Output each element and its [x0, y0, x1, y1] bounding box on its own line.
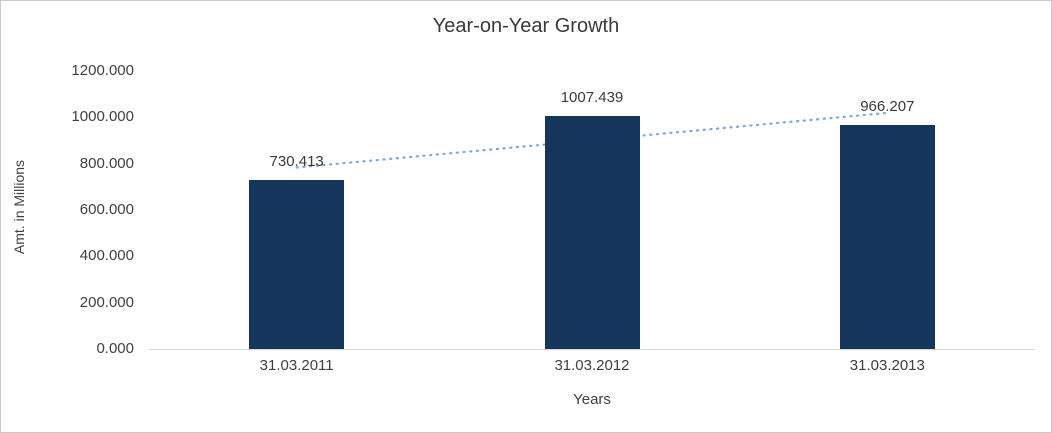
y-tick-label: 400.000 [79, 247, 134, 265]
bar-data-label: 730.413 [269, 152, 324, 170]
x-axis-line [149, 349, 1035, 350]
y-tick-label: 600.000 [79, 201, 134, 218]
y-tick-label: 0.000 [96, 340, 134, 357]
chart-title: Year-on-Year Growth [432, 15, 620, 37]
y-tick-label: 1000.000 [71, 108, 134, 126]
x-tick-label: 31.03.2012 [554, 357, 630, 374]
bar-31.03.2013 [839, 125, 935, 349]
bar-data-label: 1007.439 [560, 88, 624, 106]
y-tick-label: 200.000 [79, 293, 134, 311]
y-tick-label: 1200.000 [71, 62, 134, 79]
bar-31.03.2012 [544, 115, 640, 349]
x-tick-label: 31.03.2013 [849, 357, 925, 374]
bar-31.03.2011 [249, 179, 345, 349]
x-tick-label: 31.03.2011 [259, 357, 334, 374]
bar-data-label: 966.207 [860, 98, 915, 116]
x-axis-title: Years [573, 391, 611, 408]
y-tick-label: 800.000 [79, 154, 134, 172]
